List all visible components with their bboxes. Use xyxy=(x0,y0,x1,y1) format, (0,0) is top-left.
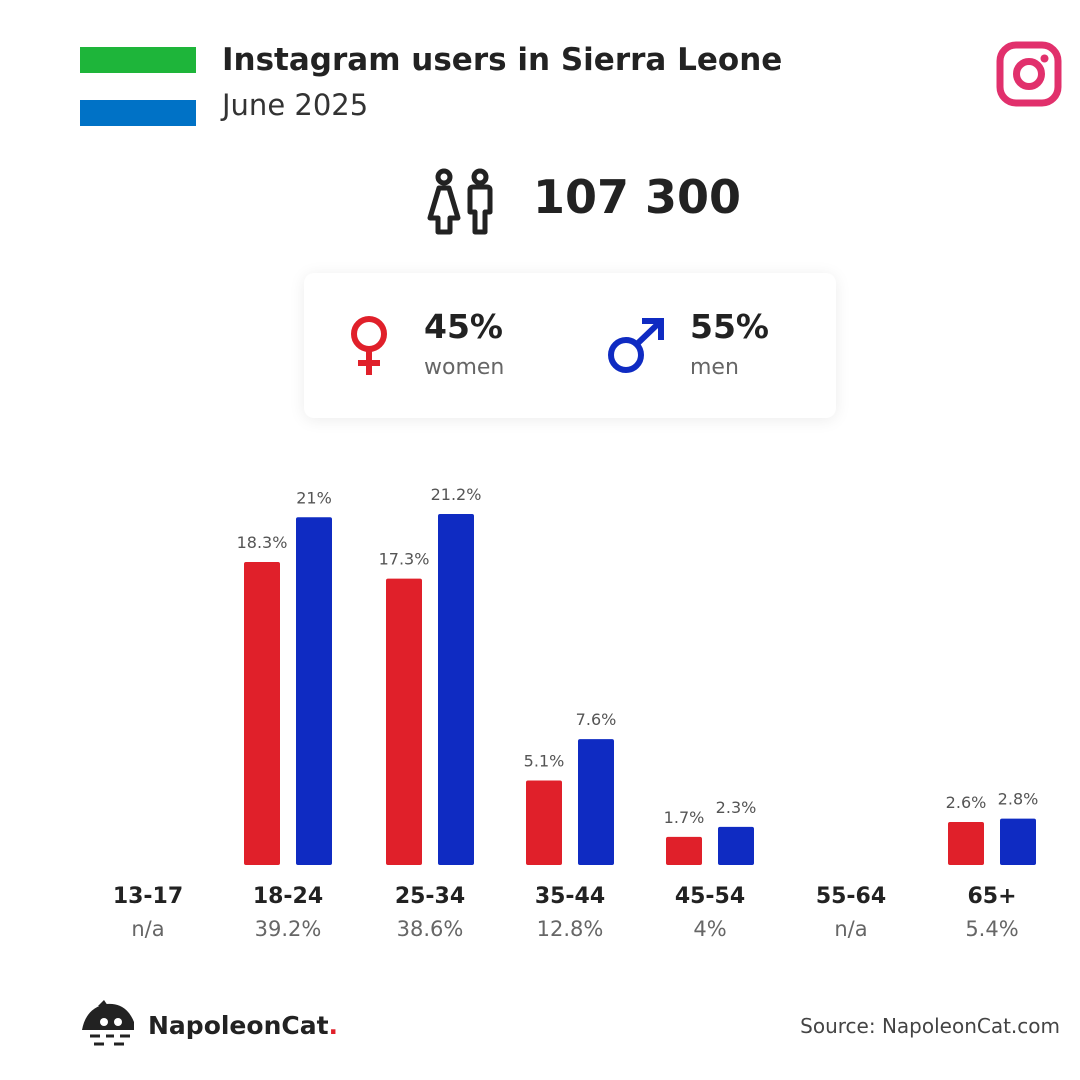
instagram-icon xyxy=(996,41,1062,107)
page-title: Instagram users in Sierra Leone xyxy=(222,42,783,78)
bar-value-label: 18.3% xyxy=(237,533,288,552)
age-group-label: 13-17 xyxy=(112,884,184,909)
bar-value-label: 21% xyxy=(296,488,332,507)
bar-value-label: 2.6% xyxy=(946,793,987,812)
age-group-label: 25-34 xyxy=(394,884,466,909)
bar-women-45-54 xyxy=(666,836,702,865)
age-gender-bar-chart: 18.3% 21% 17.3% 21.2% 5.1% 7.6% 1.7% 2.3% 2.6% 2.… xyxy=(237,485,1039,865)
flag-stripe-white xyxy=(80,73,196,100)
men-percentage: 55% xyxy=(690,307,769,346)
bar-men-35-44 xyxy=(578,739,614,865)
age-group-share: 39.2% xyxy=(254,917,322,941)
source-note: Source: NapoleonCat.com xyxy=(800,1014,1060,1038)
bar-women-65+ xyxy=(948,821,984,865)
women-label: women xyxy=(424,355,505,380)
age-group-share: 4% xyxy=(693,917,727,941)
bar-women-18-24 xyxy=(244,562,280,865)
flag-stripe-green xyxy=(80,47,196,74)
flag-stripe-blue xyxy=(80,99,196,126)
bar-men-25-34 xyxy=(438,514,474,865)
bar-men-18-24 xyxy=(296,517,332,865)
sierra-leone-flag-icon xyxy=(80,47,196,126)
age-group-label: 35-44 xyxy=(534,884,606,909)
total-users-value: 107 300 xyxy=(533,170,742,224)
age-group-label: 45-54 xyxy=(674,884,746,909)
bar-men-45-54 xyxy=(718,826,754,865)
bar-women-35-44 xyxy=(526,780,562,865)
bar-value-label: 2.3% xyxy=(716,798,757,817)
age-group-share: 5.4% xyxy=(965,917,1019,941)
bar-value-label: 21.2% xyxy=(431,485,482,504)
bar-women-25-34 xyxy=(386,578,422,865)
age-group-label: 18-24 xyxy=(252,884,324,909)
brand-name: NapoleonCat. xyxy=(148,1011,338,1040)
bar-value-label: 5.1% xyxy=(524,752,565,771)
napoleoncat-logo-icon xyxy=(82,1000,134,1046)
age-group-label: 65+ xyxy=(967,884,1017,909)
bar-value-label: 17.3% xyxy=(379,550,430,569)
bar-value-label: 7.6% xyxy=(576,710,617,729)
brand-name-text: NapoleonCat xyxy=(148,1011,329,1040)
bar-men-65+ xyxy=(1000,818,1036,865)
age-group-label: 55-64 xyxy=(815,884,887,909)
age-group-share: 12.8% xyxy=(536,917,604,941)
age-group-share: 38.6% xyxy=(396,917,464,941)
gender-split-card: 45% women 55% men xyxy=(304,273,836,418)
male-symbol-icon xyxy=(608,318,664,373)
age-group-share: n/a xyxy=(834,917,868,941)
page-subtitle: June 2025 xyxy=(222,88,369,122)
women-percentage: 45% xyxy=(424,307,503,346)
people-icon xyxy=(427,168,493,235)
men-label: men xyxy=(690,355,739,380)
bar-value-label: 2.8% xyxy=(998,790,1039,809)
brand-dot: . xyxy=(328,1011,339,1040)
bar-value-label: 1.7% xyxy=(664,808,705,827)
female-symbol-icon xyxy=(351,316,387,375)
age-group-share: n/a xyxy=(131,917,165,941)
